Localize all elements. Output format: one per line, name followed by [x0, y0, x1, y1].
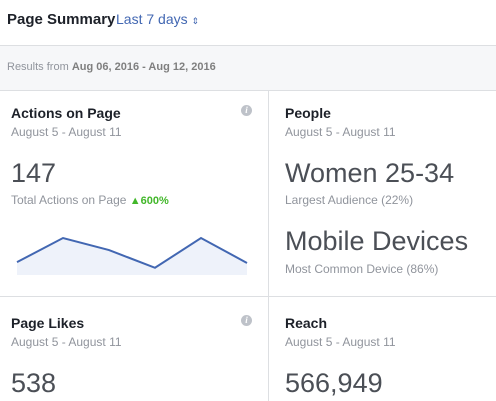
card-value: 566,949: [285, 368, 383, 398]
card-period: August 5 - August 11: [11, 335, 122, 349]
card-period: August 5 - August 11: [285, 125, 396, 139]
sparkline-line: [16, 236, 248, 269]
range-selector[interactable]: Last 7 days ⇕: [116, 11, 199, 27]
range-label: Last 7 days: [116, 11, 188, 27]
card-period: August 5 - August 11: [11, 125, 122, 139]
caption-text: Total Actions on Page: [11, 193, 127, 207]
results-band: [0, 46, 496, 91]
card-value: 538: [11, 368, 57, 398]
card-caption: Total Actions on Page ▲600%: [11, 193, 169, 207]
change-value: 600%: [140, 195, 169, 207]
change: ▲600%: [129, 195, 169, 207]
page-title: Page Summary: [7, 11, 116, 28]
sparkline-area: [17, 238, 247, 275]
sparkline: [16, 236, 248, 275]
results-prefix: Results from: [7, 61, 69, 73]
info-icon[interactable]: i: [241, 315, 252, 326]
card-value: 147: [11, 158, 57, 188]
card-title: Page Likes: [11, 315, 85, 331]
info-icon[interactable]: i: [241, 105, 252, 116]
card-title: Reach: [285, 315, 328, 331]
card-caption: Largest Audience (22%): [285, 193, 414, 207]
header: [0, 0, 496, 46]
results-text: Results from Aug 06, 2016 - Aug 12, 2016: [7, 61, 216, 73]
card-period: August 5 - August 11: [285, 335, 396, 349]
card-title: People: [285, 105, 331, 121]
dropdown-icon: ⇕: [191, 16, 200, 26]
divider: [0, 296, 496, 297]
card-value: Women 25-34: [285, 158, 455, 188]
divider: [268, 91, 269, 401]
card-value: Mobile Devices: [285, 226, 469, 256]
card-title: Actions on Page: [11, 105, 121, 121]
card-caption: Most Common Device (86%): [285, 262, 439, 276]
results-dates: Aug 06, 2016 - Aug 12, 2016: [71, 61, 216, 73]
